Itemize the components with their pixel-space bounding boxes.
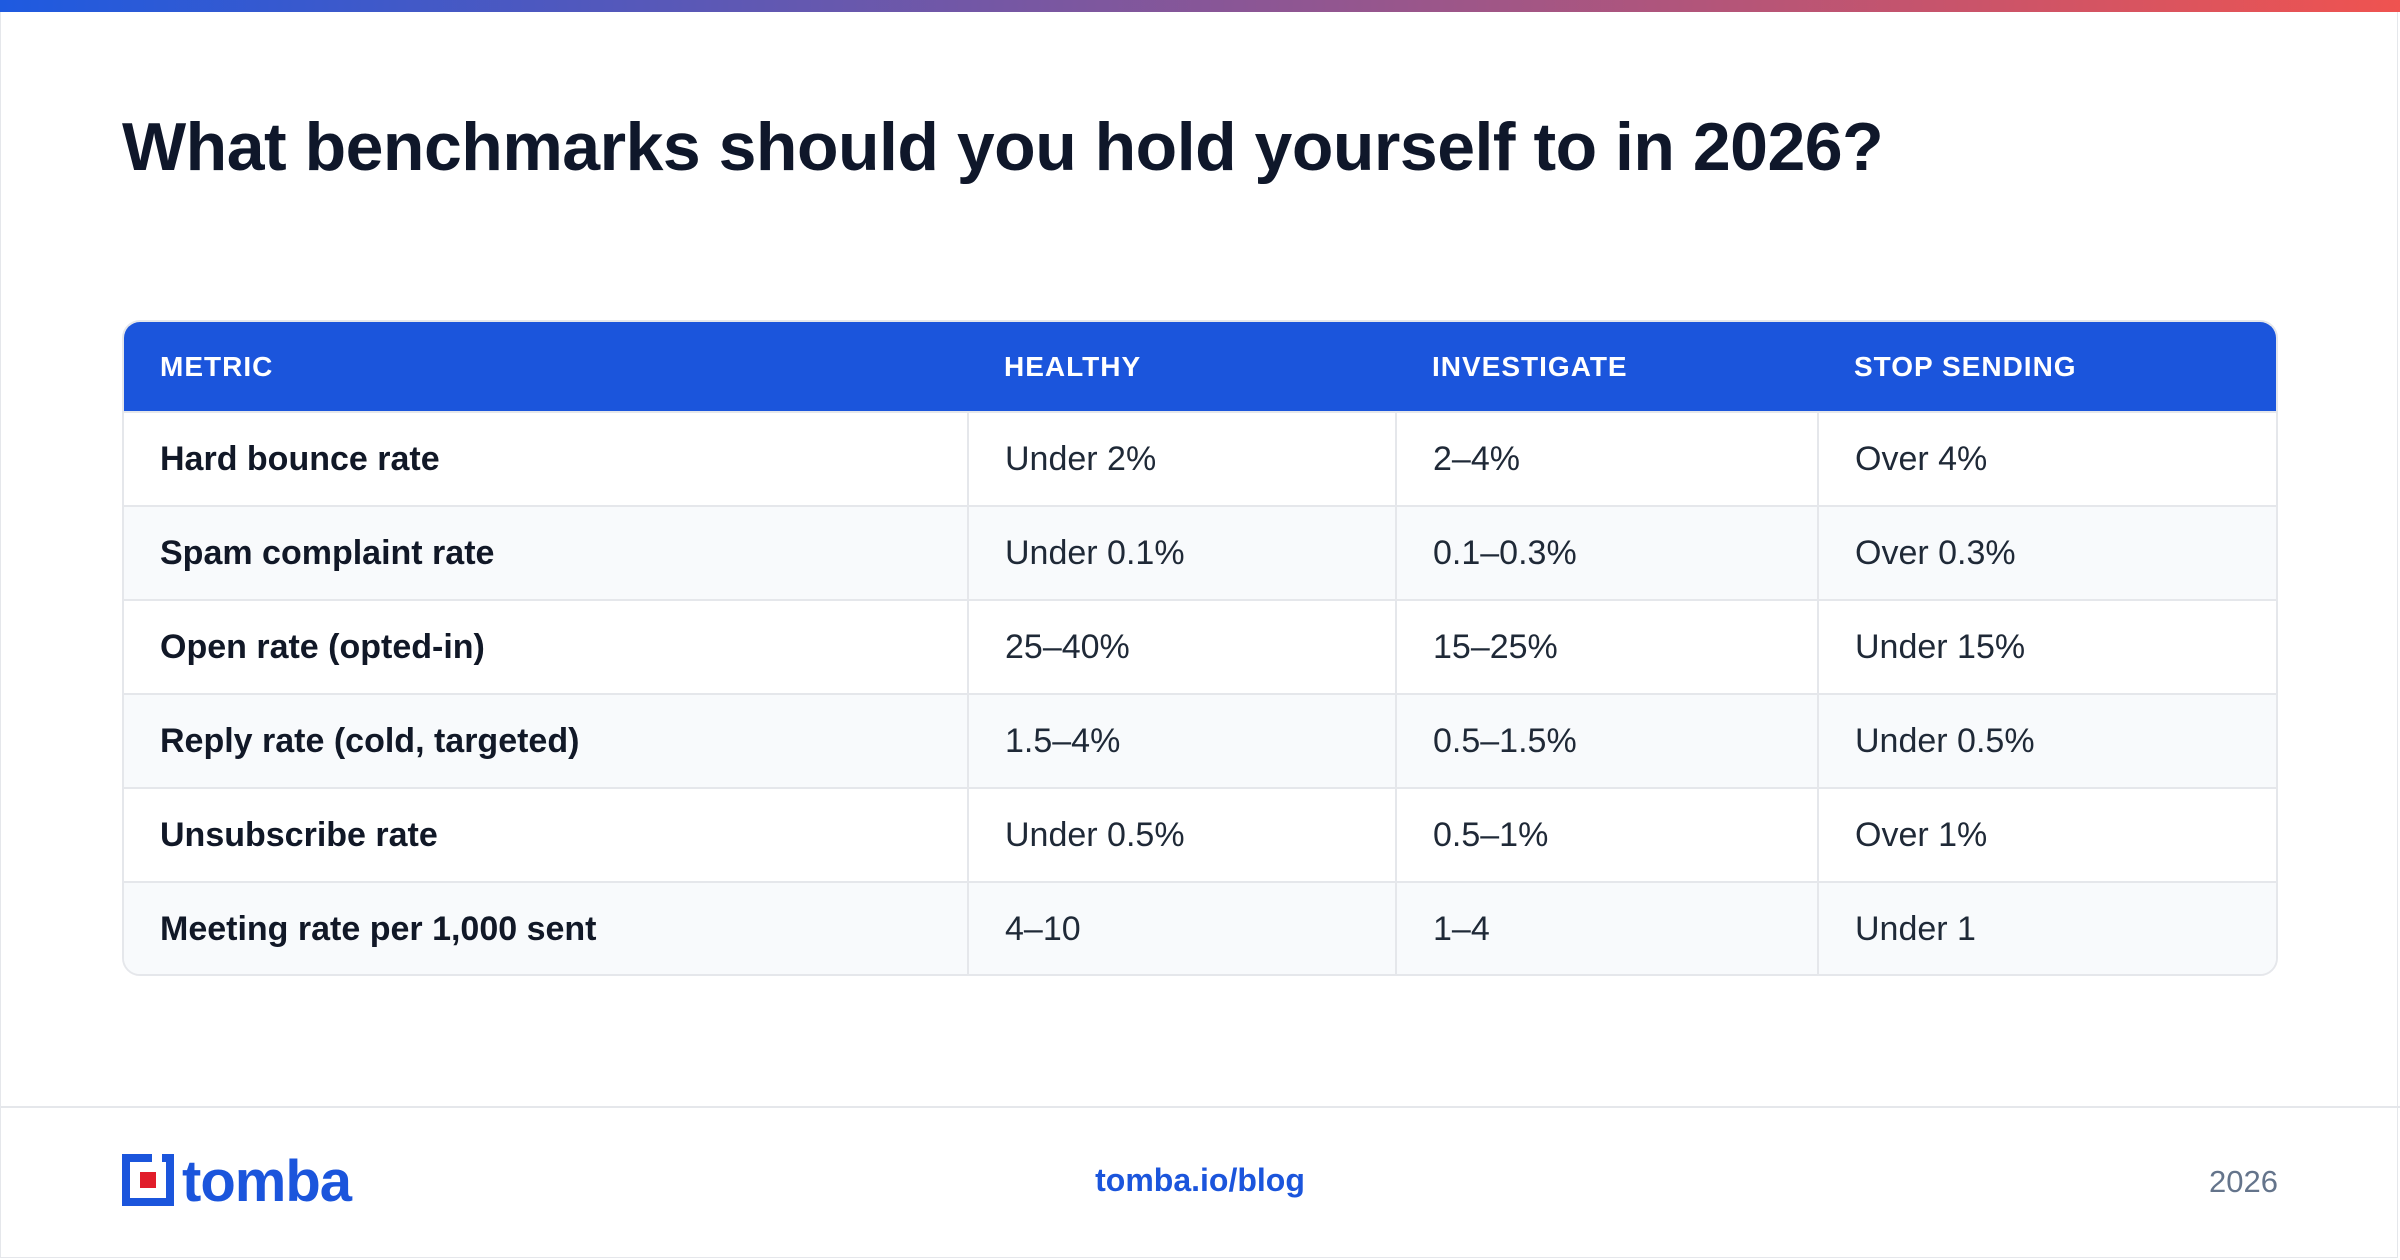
- healthy-cell: 1.5–4%: [967, 694, 1396, 788]
- column-header-healthy: HEALTHY: [1004, 350, 1142, 382]
- stop-sending-cell: Under 0.5%: [1817, 694, 2276, 788]
- investigate-cell: 0.5–1%: [1395, 788, 1818, 882]
- healthy-cell: 4–10: [967, 882, 1396, 974]
- stop-sending-cell: Under 15%: [1817, 600, 2276, 694]
- table-header-row: METRIC HEALTHY INVESTIGATE STOP SENDING: [124, 322, 2276, 412]
- metric-cell: Open rate (opted-in): [160, 627, 485, 666]
- footer-year: 2026: [2209, 1164, 2278, 1199]
- benchmarks-table: METRIC HEALTHY INVESTIGATE STOP SENDING …: [122, 320, 2278, 976]
- metric-cell: Reply rate (cold, targeted): [160, 721, 580, 760]
- tomba-logo-icon: [122, 1153, 174, 1211]
- metric-cell: Hard bounce rate: [160, 439, 440, 478]
- metric-cell: Meeting rate per 1,000 sent: [160, 910, 597, 948]
- investigate-cell: 15–25%: [1395, 600, 1818, 694]
- stop-sending-cell: Under 1: [1817, 882, 2276, 974]
- table-row: Reply rate (cold, targeted) 1.5–4% 0.5–1…: [124, 694, 2276, 788]
- healthy-cell: Under 2%: [967, 412, 1396, 506]
- column-header-stop-sending: STOP SENDING: [1854, 350, 2077, 382]
- table-row: Hard bounce rate Under 2% 2–4% Over 4%: [124, 412, 2276, 506]
- metric-cell: Unsubscribe rate: [160, 815, 438, 854]
- investigate-cell: 0.1–0.3%: [1395, 506, 1818, 600]
- tomba-logo[interactable]: tomba: [122, 1149, 352, 1214]
- healthy-cell: Under 0.1%: [967, 506, 1396, 600]
- investigate-cell: 1–4: [1395, 882, 1818, 974]
- column-header-investigate: INVESTIGATE: [1432, 350, 1628, 382]
- table-row: Meeting rate per 1,000 sent 4–10 1–4 Und…: [124, 882, 2276, 974]
- top-gradient-bar: [0, 0, 2400, 12]
- stop-sending-cell: Over 1%: [1817, 788, 2276, 882]
- stop-sending-cell: Over 4%: [1817, 412, 2276, 506]
- healthy-cell: 25–40%: [967, 600, 1396, 694]
- footer-divider: [0, 1106, 2400, 1108]
- blog-link[interactable]: tomba.io/blog: [1095, 1162, 1305, 1198]
- logo-wordmark: tomba: [182, 1149, 352, 1214]
- column-header-metric: METRIC: [160, 350, 274, 382]
- table-row: Unsubscribe rate Under 0.5% 0.5–1% Over …: [124, 788, 2276, 882]
- stop-sending-cell: Over 0.3%: [1817, 506, 2276, 600]
- investigate-cell: 0.5–1.5%: [1395, 694, 1818, 788]
- page-title: What benchmarks should you hold yourself…: [122, 109, 1884, 185]
- investigate-cell: 2–4%: [1395, 412, 1818, 506]
- metric-cell: Spam complaint rate: [160, 533, 495, 572]
- table-row: Open rate (opted-in) 25–40% 15–25% Under…: [124, 600, 2276, 694]
- table-row: Spam complaint rate Under 0.1% 0.1–0.3% …: [124, 506, 2276, 600]
- healthy-cell: Under 0.5%: [967, 788, 1396, 882]
